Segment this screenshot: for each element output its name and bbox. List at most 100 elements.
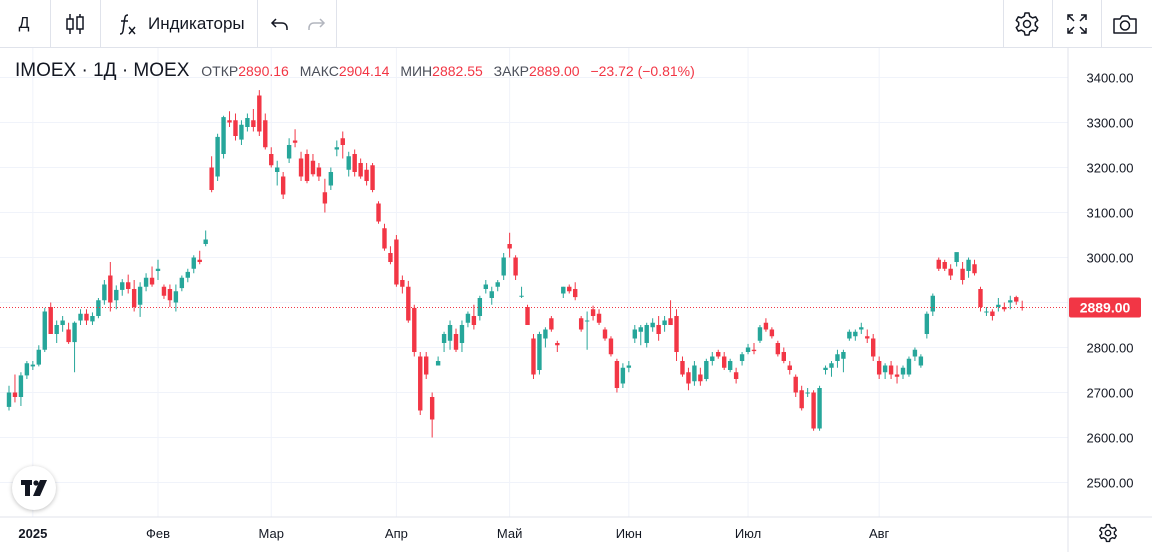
candle <box>894 365 900 384</box>
fullscreen-button[interactable] <box>1054 0 1100 47</box>
candle-body <box>471 316 477 325</box>
interval-button[interactable]: Д <box>0 0 48 47</box>
candle-body <box>543 329 548 339</box>
settings-button[interactable] <box>1004 0 1050 47</box>
toolbar-divider <box>100 0 101 47</box>
candle <box>590 305 596 321</box>
top-toolbar: Д Индикаторы <box>0 0 1152 48</box>
candle <box>620 363 626 388</box>
candle <box>739 352 745 366</box>
candle-body <box>555 343 560 346</box>
candle-body <box>280 176 286 195</box>
candle <box>567 284 572 294</box>
candle <box>173 284 179 312</box>
candle <box>441 331 447 352</box>
candle-body <box>811 392 816 429</box>
candle-body <box>1014 297 1019 302</box>
gear-icon <box>1099 523 1117 543</box>
close-label: ЗАКР <box>493 63 529 79</box>
candle <box>578 316 584 332</box>
candle <box>465 311 471 328</box>
toolbar-divider <box>257 0 258 47</box>
candle-body <box>954 252 959 262</box>
candle-body <box>525 307 530 325</box>
candle-body <box>620 367 626 384</box>
candle-body <box>167 289 173 301</box>
candle <box>602 327 608 341</box>
candle <box>167 284 173 307</box>
candle <box>358 158 363 179</box>
indicators-button[interactable]: Индикаторы <box>104 0 254 47</box>
candle <box>24 361 30 379</box>
candle <box>781 347 786 364</box>
candle <box>704 358 709 382</box>
undo-button[interactable] <box>260 0 300 47</box>
candle <box>954 252 959 267</box>
candle <box>60 316 65 332</box>
candle-body <box>36 349 41 365</box>
fullscreen-icon <box>1067 13 1087 34</box>
low-label: МИН <box>400 63 433 79</box>
candle <box>662 316 667 332</box>
candle-body <box>751 349 757 352</box>
price-tick-label: 2600.00 <box>1087 431 1134 446</box>
price-chart[interactable]: 2500.002600.002700.002800.002900.003000.… <box>0 48 1152 552</box>
candles-layer <box>6 90 1025 438</box>
candle <box>155 259 161 280</box>
candle <box>143 273 149 292</box>
candle-body <box>340 138 345 145</box>
gear-icon <box>1015 11 1039 36</box>
candle <box>912 347 918 361</box>
candle-body <box>692 365 697 382</box>
candle-body <box>370 165 375 190</box>
price-tick-label: 3400.00 <box>1087 71 1134 86</box>
toolbar-divider <box>1003 0 1004 47</box>
candle <box>608 336 614 357</box>
candle <box>722 352 727 370</box>
candle-body <box>251 120 256 127</box>
candle <box>275 160 280 186</box>
candle <box>775 340 781 357</box>
undo-icon <box>270 17 288 30</box>
candle-body <box>787 365 792 370</box>
candle <box>549 316 554 332</box>
tradingview-logo[interactable] <box>12 466 56 510</box>
candle <box>501 253 506 280</box>
candle-body <box>531 338 536 375</box>
candle <box>233 113 238 141</box>
candle-body <box>739 354 745 361</box>
candle-body <box>114 289 119 301</box>
candle-body <box>835 354 840 361</box>
candle-body <box>316 167 322 177</box>
candle <box>269 147 274 168</box>
candle-body <box>346 156 351 170</box>
snapshot-button[interactable] <box>1102 0 1148 47</box>
candle <box>972 259 977 276</box>
candle-body <box>936 259 941 269</box>
candle <box>1014 295 1019 305</box>
candle-body <box>328 172 334 186</box>
candle <box>596 309 602 325</box>
candle-body <box>966 259 971 271</box>
candle-body <box>793 376 798 393</box>
candle <box>543 327 548 348</box>
candle <box>835 349 840 368</box>
candle <box>36 345 41 367</box>
chart-type-button[interactable] <box>52 0 98 47</box>
candle-body <box>42 311 47 350</box>
candle-body <box>429 397 435 420</box>
candle-body <box>227 120 232 123</box>
candle <box>489 286 494 305</box>
chart-settings-button[interactable] <box>1096 520 1120 546</box>
candle-body <box>513 257 518 276</box>
redo-button[interactable] <box>296 0 336 47</box>
candle <box>942 259 947 271</box>
candle-body <box>584 320 590 322</box>
candle <box>638 325 643 346</box>
candle <box>769 327 775 339</box>
candle <box>632 325 637 343</box>
candle-body <box>519 295 524 297</box>
candle <box>352 149 357 177</box>
last-price-badge: 2889.00 <box>1069 297 1141 318</box>
candle <box>531 334 536 379</box>
